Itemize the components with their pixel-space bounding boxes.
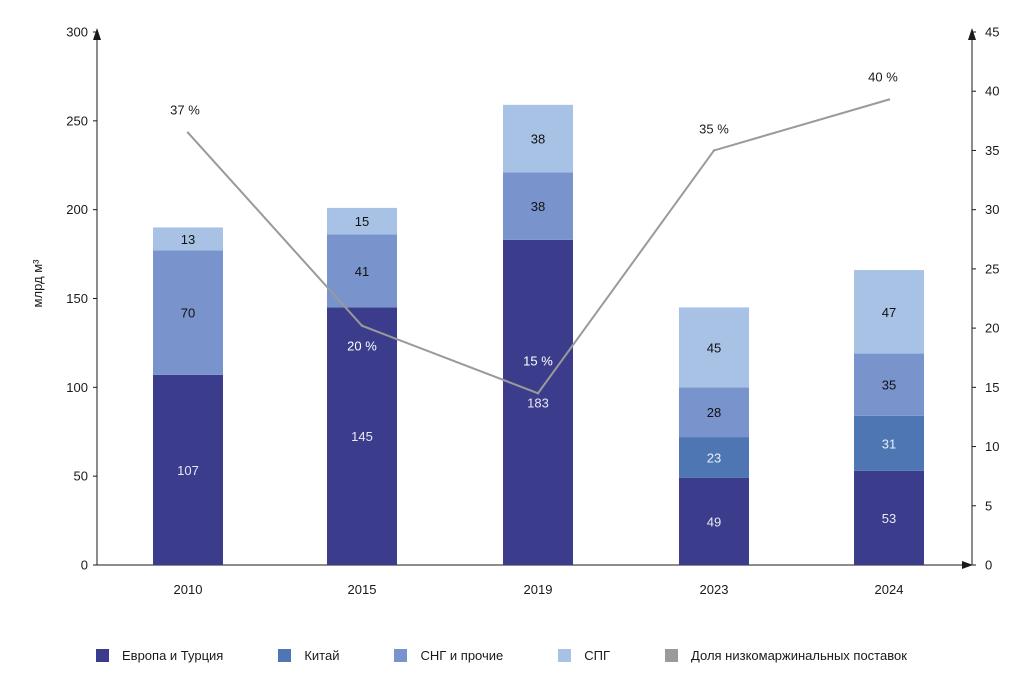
legend-label-cis: СНГ и прочие (420, 648, 504, 663)
legend-item-china: Китай (278, 648, 339, 663)
line-point (360, 324, 364, 327)
bar-segment (327, 307, 397, 565)
right-tick-label: 40 (985, 84, 999, 99)
right-tick-label: 35 (985, 143, 999, 158)
legend-label-china: Китай (304, 648, 340, 663)
left-tick-label: 0 (81, 558, 88, 573)
x-tick-label: 2023 (700, 582, 729, 597)
right-tick-label: 5 (985, 498, 992, 513)
right-tick-label: 20 (985, 321, 999, 336)
bar-segment-label: 145 (351, 429, 373, 444)
bar-segment-label: 13 (181, 232, 195, 247)
right-tick-label: 45 (985, 25, 999, 40)
legend-swatch-low-margin-share (665, 649, 679, 662)
bar-segment (153, 250, 223, 375)
bar-segment-label: 45 (707, 340, 721, 355)
right-tick-label: 0 (985, 558, 992, 573)
bar-segment-label: 38 (531, 199, 545, 214)
line-point-label: 15 % (523, 353, 553, 368)
line-point (186, 131, 190, 134)
right-tick-label: 15 (985, 380, 999, 395)
right-tick-label: 10 (985, 439, 999, 454)
bar-segment (854, 415, 924, 471)
left-tick-label: 250 (66, 113, 88, 128)
legend-label-europe: Европа и Турция (122, 648, 224, 663)
bar-segment-label: 28 (707, 405, 721, 420)
bar-segment-label: 107 (177, 463, 199, 478)
x-tick-label: 2015 (348, 582, 377, 597)
line-point-label: 37 % (170, 103, 200, 118)
x-tick-label: 2010 (174, 582, 203, 597)
bar-segment (327, 234, 397, 308)
legend-label-low-margin-share: Доля низкомаржинальных поставок (691, 648, 907, 663)
left-tick-label: 200 (66, 202, 88, 217)
bar-segment (679, 437, 749, 478)
bar-segment-label: 31 (882, 436, 896, 451)
bar-segment (679, 387, 749, 438)
left-tick-label: 100 (66, 380, 88, 395)
bar-segment-label: 70 (181, 306, 195, 321)
x-tick-label: 2019 (524, 582, 553, 597)
bar-segment-label: 38 (531, 132, 545, 147)
bar-segment-label: 49 (707, 514, 721, 529)
x-axis-arrow (962, 561, 973, 569)
bar-segment (503, 239, 573, 565)
line-point-label: 20 % (347, 339, 377, 354)
legend-item-low-margin-share: Доля низкомаржинальных поставок (665, 648, 907, 663)
bar-segment (854, 353, 924, 416)
x-tick-label: 2024 (875, 582, 904, 597)
left-tick-label: 300 (66, 25, 88, 40)
bar-segment (679, 477, 749, 565)
right-tick-label: 25 (985, 261, 999, 276)
bar-segment-label: 53 (882, 511, 896, 526)
line-point (712, 149, 716, 152)
line-point (536, 392, 540, 395)
legend-item-cis: СНГ и прочие (394, 648, 503, 663)
bar-segment-label: 35 (882, 378, 896, 393)
bar-segment (854, 270, 924, 354)
line-point-label: 35 % (699, 121, 729, 136)
left-axis-arrow (93, 28, 101, 40)
y-axis-title: млрд м³ (30, 259, 45, 308)
legend-item-lng: СПГ (558, 648, 610, 663)
bar-segment (327, 207, 397, 235)
legend-label-lng: СПГ (584, 648, 611, 663)
left-tick-label: 50 (74, 469, 88, 484)
bar-segment-label: 47 (882, 305, 896, 320)
right-axis-arrow (968, 28, 976, 40)
line-point-label: 40 % (868, 70, 898, 85)
legend: Европа и Турция Китай СНГ и прочие СПГ Д… (96, 648, 907, 663)
legend-swatch-europe (96, 649, 109, 662)
legend-swatch-cis (394, 649, 408, 662)
bar-segment-label: 41 (355, 264, 369, 279)
bar-segment (854, 470, 924, 565)
legend-swatch-lng (558, 649, 572, 662)
right-tick-label: 30 (985, 202, 999, 217)
bar-segment-label: 15 (355, 214, 369, 229)
left-tick-label: 150 (66, 291, 88, 306)
bar-segment (679, 307, 749, 388)
legend-swatch-china (278, 649, 292, 662)
bar-segment-label: 23 (707, 451, 721, 466)
bar-segment (153, 374, 223, 565)
legend-item-europe: Европа и Турция (96, 648, 223, 663)
bar-segment (503, 172, 573, 240)
bar-segment (153, 227, 223, 251)
bar-segment-label: 183 (527, 395, 549, 410)
line-point (887, 98, 891, 101)
bar-segment (503, 104, 573, 173)
